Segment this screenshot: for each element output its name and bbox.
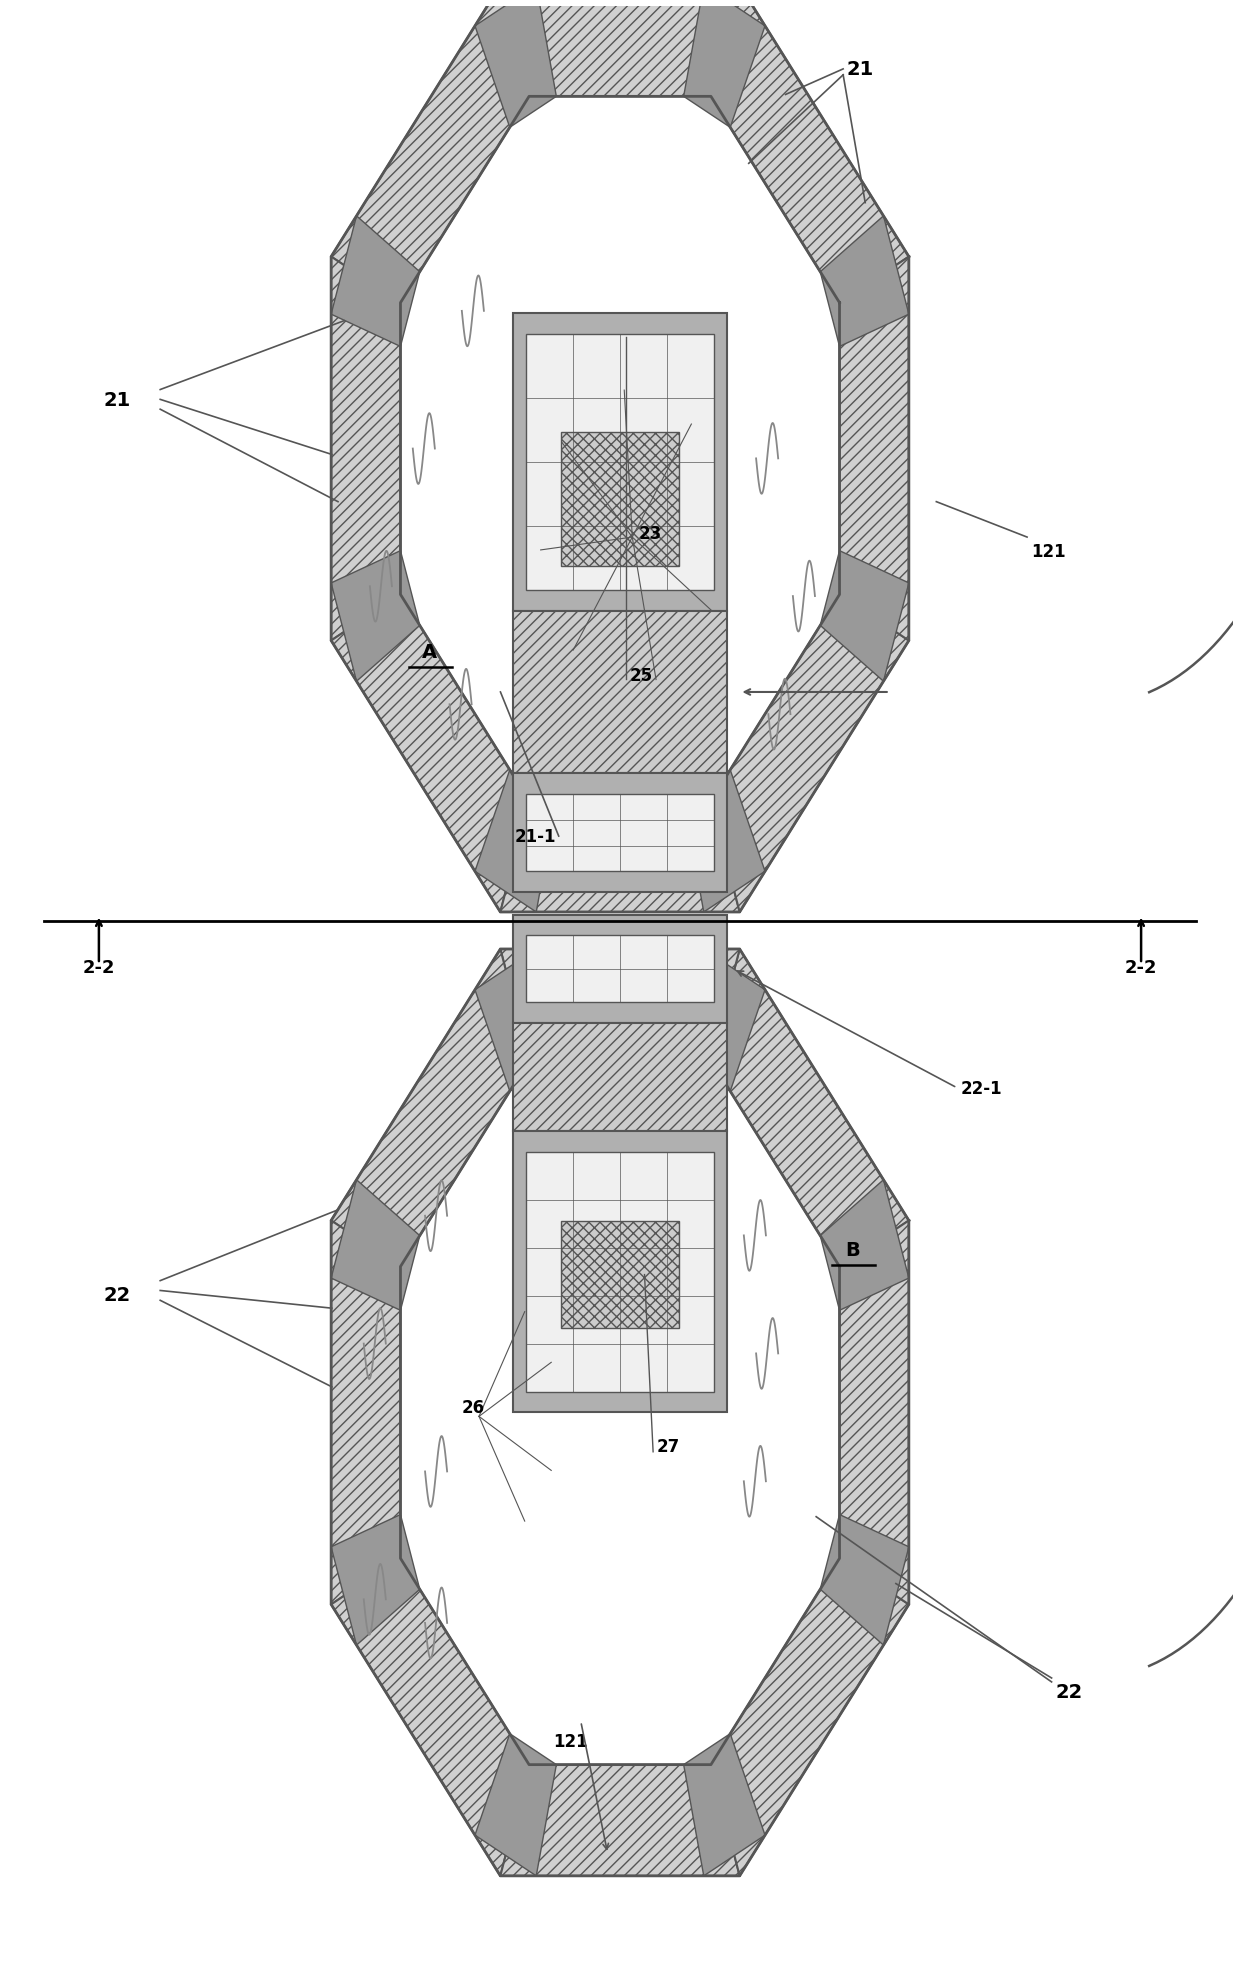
Polygon shape (839, 1222, 909, 1604)
Polygon shape (820, 1180, 909, 1311)
Text: 26: 26 (463, 1398, 485, 1416)
Polygon shape (820, 1515, 909, 1645)
Text: 2-2: 2-2 (83, 958, 115, 976)
Polygon shape (501, 1764, 739, 1875)
Polygon shape (475, 770, 557, 913)
Text: 21: 21 (847, 59, 874, 79)
Polygon shape (331, 1222, 401, 1604)
Bar (526, 1152, 714, 1392)
Polygon shape (331, 216, 420, 346)
Polygon shape (475, 1734, 557, 1875)
Polygon shape (331, 1515, 420, 1645)
Text: 23: 23 (639, 525, 662, 543)
Bar (512, 915, 728, 1024)
Polygon shape (501, 0, 739, 97)
Polygon shape (331, 550, 420, 681)
Polygon shape (711, 1558, 909, 1875)
Polygon shape (475, 950, 557, 1091)
Polygon shape (501, 950, 739, 1061)
Polygon shape (331, 950, 529, 1267)
Polygon shape (711, 596, 909, 913)
Polygon shape (820, 216, 909, 346)
Text: 2-2: 2-2 (1125, 958, 1157, 976)
Polygon shape (331, 257, 401, 642)
Polygon shape (839, 257, 909, 642)
Text: 22: 22 (104, 1285, 131, 1305)
Text: 22: 22 (1055, 1683, 1083, 1701)
Polygon shape (711, 950, 909, 1267)
Bar (526, 794, 714, 871)
Bar (512, 1024, 728, 1131)
Polygon shape (331, 1180, 420, 1311)
Polygon shape (683, 1734, 765, 1875)
Bar (512, 612, 728, 774)
Text: 21: 21 (104, 390, 131, 410)
Bar (560, 1222, 680, 1329)
Polygon shape (331, 1558, 529, 1875)
Bar (512, 315, 728, 612)
Text: A: A (423, 642, 438, 661)
Bar (512, 774, 728, 893)
Polygon shape (820, 550, 909, 681)
Polygon shape (331, 596, 529, 913)
Polygon shape (683, 950, 765, 1091)
Polygon shape (683, 770, 765, 913)
Text: 121: 121 (1030, 543, 1065, 560)
Text: B: B (846, 1239, 861, 1259)
Text: 121: 121 (553, 1732, 588, 1750)
Text: 25: 25 (630, 667, 653, 685)
Bar (560, 434, 680, 566)
Text: 27: 27 (657, 1437, 680, 1455)
Polygon shape (475, 0, 557, 129)
Bar (512, 1131, 728, 1412)
Text: 22-1: 22-1 (961, 1079, 1002, 1097)
Bar (526, 335, 714, 590)
Polygon shape (683, 0, 765, 129)
Polygon shape (331, 0, 529, 303)
Text: 21-1: 21-1 (515, 828, 557, 845)
Bar (526, 937, 714, 1002)
Polygon shape (711, 0, 909, 303)
Polygon shape (501, 802, 739, 913)
